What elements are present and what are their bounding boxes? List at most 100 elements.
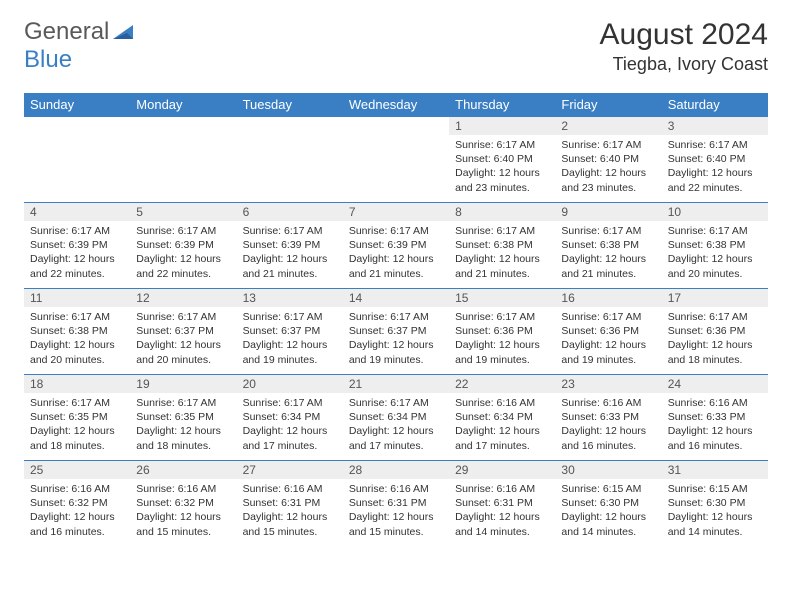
day-info: Sunrise: 6:17 AMSunset: 6:40 PMDaylight:…	[662, 135, 768, 198]
calendar-row: 18Sunrise: 6:17 AMSunset: 6:35 PMDayligh…	[24, 375, 768, 461]
location: Tiegba, Ivory Coast	[600, 54, 768, 75]
day-header: Thursday	[449, 93, 555, 117]
sunrise-text: Sunrise: 6:17 AM	[243, 396, 337, 410]
day-info: Sunrise: 6:17 AMSunset: 6:40 PMDaylight:…	[555, 135, 661, 198]
sunrise-text: Sunrise: 6:16 AM	[455, 482, 549, 496]
day-number: 22	[449, 375, 555, 393]
sunrise-text: Sunrise: 6:17 AM	[455, 224, 549, 238]
sunrise-text: Sunrise: 6:17 AM	[30, 396, 124, 410]
sunrise-text: Sunrise: 6:16 AM	[349, 482, 443, 496]
day-number: 14	[343, 289, 449, 307]
sunset-text: Sunset: 6:30 PM	[561, 496, 655, 510]
sunset-text: Sunset: 6:40 PM	[668, 152, 762, 166]
calendar-cell: 25Sunrise: 6:16 AMSunset: 6:32 PMDayligh…	[24, 461, 130, 547]
day-number: 28	[343, 461, 449, 479]
day-info: Sunrise: 6:17 AMSunset: 6:34 PMDaylight:…	[343, 393, 449, 456]
sunrise-text: Sunrise: 6:17 AM	[668, 224, 762, 238]
calendar-cell: 20Sunrise: 6:17 AMSunset: 6:34 PMDayligh…	[237, 375, 343, 461]
sunset-text: Sunset: 6:36 PM	[668, 324, 762, 338]
day-number: 25	[24, 461, 130, 479]
header: General August 2024 Tiegba, Ivory Coast	[24, 18, 768, 75]
daylight-text: Daylight: 12 hours and 21 minutes.	[349, 252, 443, 280]
calendar-cell: 4Sunrise: 6:17 AMSunset: 6:39 PMDaylight…	[24, 203, 130, 289]
sunrise-text: Sunrise: 6:16 AM	[136, 482, 230, 496]
sunrise-text: Sunrise: 6:15 AM	[561, 482, 655, 496]
logo: General	[24, 18, 139, 46]
daylight-text: Daylight: 12 hours and 14 minutes.	[668, 510, 762, 538]
sunrise-text: Sunrise: 6:16 AM	[243, 482, 337, 496]
day-info: Sunrise: 6:17 AMSunset: 6:38 PMDaylight:…	[662, 221, 768, 284]
sunset-text: Sunset: 6:38 PM	[455, 238, 549, 252]
logo-word1: General	[24, 18, 109, 46]
day-info: Sunrise: 6:16 AMSunset: 6:34 PMDaylight:…	[449, 393, 555, 456]
sunset-text: Sunset: 6:31 PM	[243, 496, 337, 510]
day-number: 3	[662, 117, 768, 135]
day-number: 13	[237, 289, 343, 307]
daylight-text: Daylight: 12 hours and 18 minutes.	[136, 424, 230, 452]
sunset-text: Sunset: 6:37 PM	[243, 324, 337, 338]
calendar-cell: 16Sunrise: 6:17 AMSunset: 6:36 PMDayligh…	[555, 289, 661, 375]
daylight-text: Daylight: 12 hours and 19 minutes.	[561, 338, 655, 366]
sunset-text: Sunset: 6:33 PM	[561, 410, 655, 424]
daylight-text: Daylight: 12 hours and 23 minutes.	[561, 166, 655, 194]
calendar-cell: 5Sunrise: 6:17 AMSunset: 6:39 PMDaylight…	[130, 203, 236, 289]
sunset-text: Sunset: 6:38 PM	[30, 324, 124, 338]
day-number: 17	[662, 289, 768, 307]
calendar-row: 4Sunrise: 6:17 AMSunset: 6:39 PMDaylight…	[24, 203, 768, 289]
daylight-text: Daylight: 12 hours and 22 minutes.	[30, 252, 124, 280]
sunset-text: Sunset: 6:35 PM	[30, 410, 124, 424]
sunset-text: Sunset: 6:32 PM	[136, 496, 230, 510]
sunset-text: Sunset: 6:32 PM	[30, 496, 124, 510]
day-number: 6	[237, 203, 343, 221]
calendar-cell: 7Sunrise: 6:17 AMSunset: 6:39 PMDaylight…	[343, 203, 449, 289]
day-number: 4	[24, 203, 130, 221]
daylight-text: Daylight: 12 hours and 21 minutes.	[561, 252, 655, 280]
month-title: August 2024	[600, 18, 768, 52]
calendar-cell: 6Sunrise: 6:17 AMSunset: 6:39 PMDaylight…	[237, 203, 343, 289]
calendar-header-row: Sunday Monday Tuesday Wednesday Thursday…	[24, 93, 768, 117]
day-header: Monday	[130, 93, 236, 117]
sunrise-text: Sunrise: 6:17 AM	[30, 310, 124, 324]
day-info: Sunrise: 6:17 AMSunset: 6:37 PMDaylight:…	[130, 307, 236, 370]
sunrise-text: Sunrise: 6:17 AM	[455, 138, 549, 152]
sunrise-text: Sunrise: 6:17 AM	[136, 396, 230, 410]
daylight-text: Daylight: 12 hours and 18 minutes.	[668, 338, 762, 366]
calendar-cell: 23Sunrise: 6:16 AMSunset: 6:33 PMDayligh…	[555, 375, 661, 461]
calendar-cell	[24, 117, 130, 203]
day-number: 29	[449, 461, 555, 479]
sunset-text: Sunset: 6:39 PM	[243, 238, 337, 252]
sunrise-text: Sunrise: 6:16 AM	[30, 482, 124, 496]
sunrise-text: Sunrise: 6:16 AM	[668, 396, 762, 410]
day-info: Sunrise: 6:16 AMSunset: 6:32 PMDaylight:…	[130, 479, 236, 542]
day-info: Sunrise: 6:17 AMSunset: 6:39 PMDaylight:…	[343, 221, 449, 284]
daylight-text: Daylight: 12 hours and 17 minutes.	[455, 424, 549, 452]
sunrise-text: Sunrise: 6:16 AM	[455, 396, 549, 410]
day-header: Wednesday	[343, 93, 449, 117]
daylight-text: Daylight: 12 hours and 15 minutes.	[349, 510, 443, 538]
calendar-row: 11Sunrise: 6:17 AMSunset: 6:38 PMDayligh…	[24, 289, 768, 375]
sunrise-text: Sunrise: 6:17 AM	[136, 224, 230, 238]
sunrise-text: Sunrise: 6:17 AM	[561, 224, 655, 238]
sunrise-text: Sunrise: 6:17 AM	[668, 138, 762, 152]
sunset-text: Sunset: 6:38 PM	[668, 238, 762, 252]
day-number: 27	[237, 461, 343, 479]
daylight-text: Daylight: 12 hours and 22 minutes.	[668, 166, 762, 194]
day-number: 30	[555, 461, 661, 479]
sunrise-text: Sunrise: 6:17 AM	[243, 310, 337, 324]
sunset-text: Sunset: 6:38 PM	[561, 238, 655, 252]
sunrise-text: Sunrise: 6:17 AM	[349, 310, 443, 324]
day-info: Sunrise: 6:16 AMSunset: 6:31 PMDaylight:…	[237, 479, 343, 542]
sunset-text: Sunset: 6:37 PM	[136, 324, 230, 338]
day-number: 11	[24, 289, 130, 307]
sunrise-text: Sunrise: 6:17 AM	[243, 224, 337, 238]
daylight-text: Daylight: 12 hours and 23 minutes.	[455, 166, 549, 194]
calendar-cell: 18Sunrise: 6:17 AMSunset: 6:35 PMDayligh…	[24, 375, 130, 461]
daylight-text: Daylight: 12 hours and 22 minutes.	[136, 252, 230, 280]
calendar-cell: 17Sunrise: 6:17 AMSunset: 6:36 PMDayligh…	[662, 289, 768, 375]
calendar-cell	[343, 117, 449, 203]
day-number: 23	[555, 375, 661, 393]
calendar-cell: 24Sunrise: 6:16 AMSunset: 6:33 PMDayligh…	[662, 375, 768, 461]
day-info: Sunrise: 6:17 AMSunset: 6:38 PMDaylight:…	[449, 221, 555, 284]
day-number: 7	[343, 203, 449, 221]
sunset-text: Sunset: 6:31 PM	[349, 496, 443, 510]
